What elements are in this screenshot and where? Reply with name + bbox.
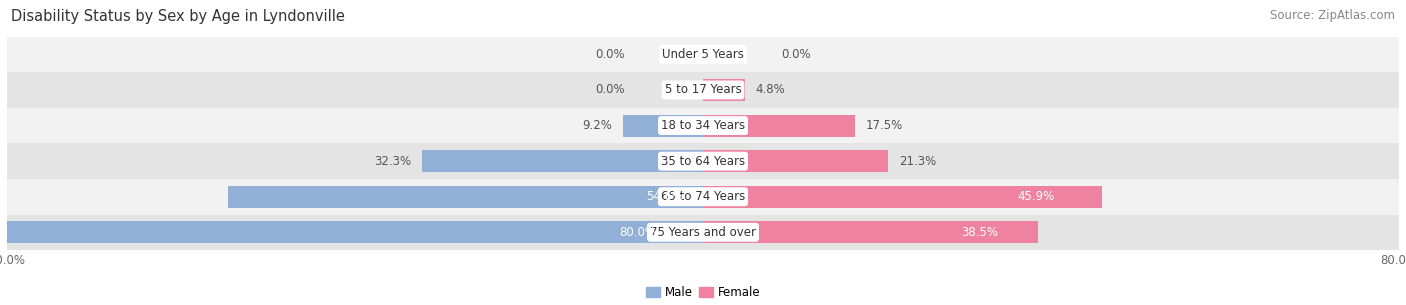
Text: 65 to 74 Years: 65 to 74 Years (661, 190, 745, 203)
Text: 17.5%: 17.5% (866, 119, 903, 132)
Bar (7, 221, 703, 243)
Bar (623, 115, 703, 137)
Text: 32.3%: 32.3% (374, 155, 412, 168)
Text: 80.0%: 80.0% (620, 226, 657, 239)
Text: Under 5 Years: Under 5 Years (662, 48, 744, 61)
Bar (422, 150, 703, 172)
Bar (703, 79, 745, 101)
Bar (7, 108, 1399, 143)
Bar (7, 143, 1399, 179)
Text: 9.2%: 9.2% (582, 119, 613, 132)
Text: 45.9%: 45.9% (1017, 190, 1054, 203)
Text: 35 to 64 Years: 35 to 64 Years (661, 155, 745, 168)
Text: Disability Status by Sex by Age in Lyndonville: Disability Status by Sex by Age in Lyndo… (11, 9, 344, 24)
Bar (703, 221, 1038, 243)
Text: 5 to 17 Years: 5 to 17 Years (665, 84, 741, 96)
Bar (703, 150, 889, 172)
Text: 75 Years and over: 75 Years and over (650, 226, 756, 239)
Bar (7, 72, 1399, 108)
Text: 0.0%: 0.0% (595, 84, 624, 96)
Bar (7, 214, 1399, 250)
Text: 4.8%: 4.8% (755, 84, 785, 96)
Bar (228, 186, 703, 208)
Bar (703, 115, 855, 137)
Text: 0.0%: 0.0% (595, 48, 624, 61)
Text: 38.5%: 38.5% (960, 226, 998, 239)
Bar (7, 179, 1399, 214)
Text: 54.6%: 54.6% (645, 190, 683, 203)
Text: 18 to 34 Years: 18 to 34 Years (661, 119, 745, 132)
Text: 21.3%: 21.3% (898, 155, 936, 168)
Text: Source: ZipAtlas.com: Source: ZipAtlas.com (1270, 9, 1395, 22)
Text: 0.0%: 0.0% (782, 48, 811, 61)
Legend: Male, Female: Male, Female (641, 282, 765, 304)
Bar (703, 186, 1102, 208)
Bar (7, 37, 1399, 72)
